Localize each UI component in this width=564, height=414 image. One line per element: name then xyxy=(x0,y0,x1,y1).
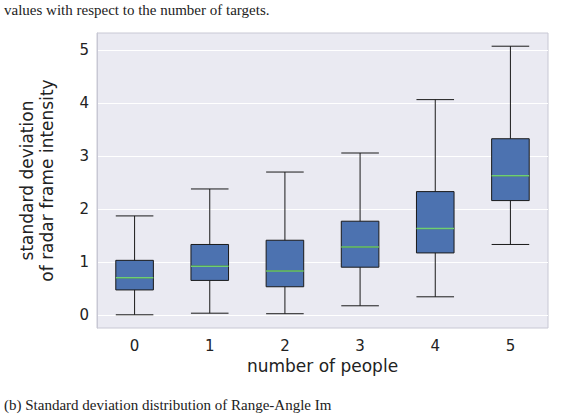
svg-text:5: 5 xyxy=(79,41,89,59)
svg-text:(b) Standard deviation distrib: (b) Standard deviation distribution of R… xyxy=(4,397,332,414)
svg-text:4: 4 xyxy=(79,94,89,112)
svg-text:2: 2 xyxy=(79,200,89,218)
svg-text:standard deviation: standard deviation xyxy=(17,101,37,261)
svg-text:values with respect to the num: values with respect to the number of tar… xyxy=(4,2,269,18)
svg-text:0: 0 xyxy=(79,306,89,324)
svg-text:4: 4 xyxy=(430,337,440,355)
svg-text:5: 5 xyxy=(506,337,516,355)
svg-text:0: 0 xyxy=(130,337,140,355)
svg-text:of radar frame intensity: of radar frame intensity xyxy=(37,79,57,281)
svg-text:1: 1 xyxy=(205,337,215,355)
svg-text:number of people: number of people xyxy=(247,356,398,376)
svg-text:2: 2 xyxy=(280,337,290,355)
svg-text:1: 1 xyxy=(79,253,89,271)
svg-text:3: 3 xyxy=(79,147,89,165)
svg-text:3: 3 xyxy=(355,337,365,355)
